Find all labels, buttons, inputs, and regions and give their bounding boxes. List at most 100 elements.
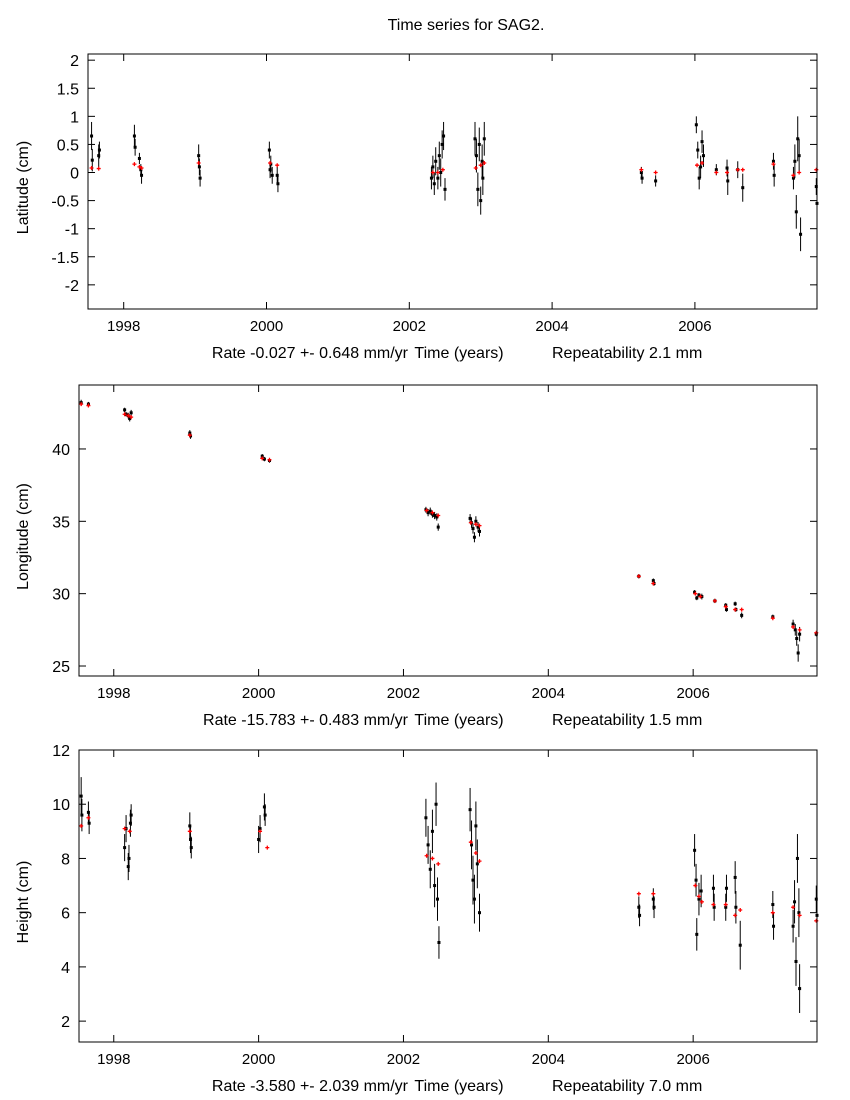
- x-axis-label: Time (years): [414, 712, 503, 729]
- data-point: [793, 900, 797, 904]
- data-point: [725, 166, 729, 170]
- model-point: [440, 167, 445, 172]
- data-point: [795, 856, 799, 860]
- data-point: [772, 173, 776, 177]
- data-point: [796, 651, 800, 655]
- data-point: [429, 176, 433, 180]
- model-point: [482, 160, 487, 165]
- model-point: [693, 591, 698, 596]
- model-point: [473, 166, 478, 171]
- data-point: [654, 179, 658, 183]
- data-point: [468, 516, 472, 520]
- repeatability-label: Repeatability 7.0 mm: [552, 1078, 702, 1095]
- data-point: [693, 590, 697, 594]
- data-point: [478, 911, 482, 915]
- model-point: [723, 902, 728, 907]
- data-point: [257, 837, 261, 841]
- data-point: [724, 905, 728, 909]
- data-point: [474, 154, 478, 158]
- data-point: [275, 173, 279, 177]
- model-point: [196, 160, 201, 165]
- model-point: [725, 170, 730, 175]
- data-point: [694, 878, 698, 882]
- x-axis-label: Time (years): [414, 345, 503, 362]
- x-tick-label: 1998: [97, 1051, 130, 1068]
- data-point: [140, 173, 144, 177]
- data-point: [700, 140, 704, 144]
- data-point: [426, 511, 430, 515]
- data-point: [472, 535, 476, 539]
- y-tick-label: -2: [65, 278, 79, 295]
- model-point: [424, 853, 429, 858]
- model-point: [714, 170, 719, 175]
- x-tick-label: 2004: [532, 1051, 565, 1068]
- data-point: [734, 905, 738, 909]
- data-point: [137, 156, 141, 160]
- model-point: [129, 415, 134, 420]
- data-point: [436, 176, 440, 180]
- x-tick-label: 2006: [676, 685, 709, 702]
- model-point: [797, 913, 802, 918]
- y-tick-label: 4: [61, 960, 70, 977]
- data-point: [437, 940, 441, 944]
- data-point: [474, 519, 478, 523]
- data-point: [478, 529, 482, 533]
- data-point: [267, 148, 271, 152]
- model-point: [468, 840, 473, 845]
- data-point: [733, 602, 737, 606]
- model-point: [771, 162, 776, 167]
- data-point: [435, 897, 439, 901]
- data-point: [795, 637, 799, 641]
- y-tick-label: -1.5: [51, 250, 79, 267]
- model-point: [698, 594, 703, 599]
- data-point: [772, 924, 776, 928]
- model-point: [436, 861, 441, 866]
- data-point: [652, 905, 656, 909]
- model-point: [735, 167, 740, 172]
- y-axis-label: Longitude (cm): [15, 483, 32, 590]
- data-point: [696, 148, 700, 152]
- data-point: [97, 148, 101, 152]
- data-point: [86, 810, 90, 814]
- model-point: [473, 522, 478, 527]
- data-point: [139, 168, 143, 172]
- data-point: [127, 856, 131, 860]
- data-point: [791, 622, 795, 626]
- data-point: [694, 123, 698, 127]
- data-point: [90, 158, 94, 162]
- data-point: [197, 154, 201, 158]
- data-point: [480, 159, 484, 163]
- model-point: [723, 604, 728, 609]
- data-point: [439, 171, 443, 175]
- x-tick-label: 2002: [387, 685, 420, 702]
- data-point: [197, 165, 201, 169]
- data-point: [129, 411, 133, 415]
- plot-frame: [87, 53, 818, 310]
- data-point: [475, 862, 479, 866]
- model-point: [268, 160, 273, 165]
- data-point: [128, 417, 132, 421]
- model-point: [700, 160, 705, 165]
- data-point: [189, 434, 193, 438]
- data-point: [87, 821, 91, 825]
- data-point: [651, 897, 655, 901]
- model-point: [127, 829, 132, 834]
- model-point: [122, 826, 127, 831]
- y-axis-label: Height (cm): [15, 861, 32, 944]
- data-point: [697, 176, 701, 180]
- data-point: [468, 808, 472, 812]
- y-tick-label: 25: [52, 659, 70, 676]
- data-point: [189, 837, 193, 841]
- model-point: [473, 851, 478, 856]
- data-point: [128, 821, 132, 825]
- data-point: [430, 829, 434, 833]
- x-tick-label: 1998: [97, 685, 130, 702]
- model-point: [436, 513, 441, 518]
- model-point: [814, 167, 819, 172]
- data-point: [796, 137, 800, 141]
- data-point: [724, 608, 728, 612]
- x-tick-label: 2000: [242, 685, 275, 702]
- y-tick-label: 10: [52, 797, 70, 814]
- model-point: [797, 627, 802, 632]
- y-tick-label: -1: [65, 222, 79, 239]
